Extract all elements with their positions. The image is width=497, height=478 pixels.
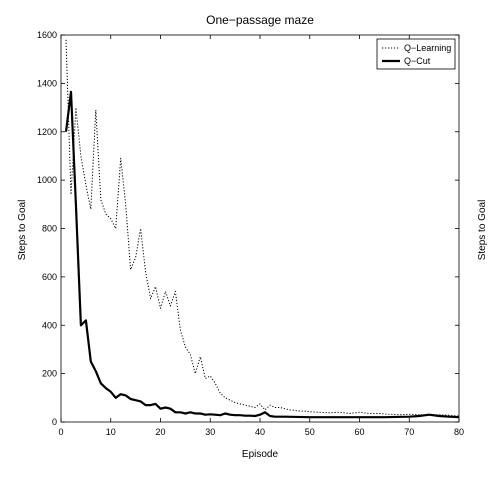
x-tick-label: 0	[58, 427, 63, 437]
x-tick-label: 50	[305, 427, 315, 437]
plot-area	[60, 34, 460, 423]
x-tick-label: 80	[454, 427, 464, 437]
y-tick-label: 1000	[37, 175, 57, 185]
x-tick-label: 60	[354, 427, 364, 437]
series-line-q-cut	[64, 90, 460, 419]
x-axis-label: Episode	[242, 449, 279, 460]
axis-ticks: 0 10 20 30 40 50 60 70 8002004006008001000120014…	[37, 30, 464, 437]
series-line-q-learning	[65, 39, 460, 417]
y-tick-label: 1600	[37, 30, 57, 40]
legend: Q−Learning Q−Cut	[376, 38, 456, 70]
legend-label: Q−Cut	[404, 56, 431, 66]
y-tick-label: 600	[42, 272, 57, 282]
y-axis-label: Steps to Goal	[17, 200, 28, 261]
y-axis-label-right: Steps to Goal	[477, 200, 488, 261]
y-tick-label: 1200	[37, 127, 57, 137]
x-tick-label: 10	[106, 427, 116, 437]
series-group	[64, 39, 460, 419]
y-tick-label: 800	[42, 224, 57, 234]
x-tick-label: 20	[155, 427, 165, 437]
legend-label: Q−Learning	[404, 43, 451, 53]
x-tick-label: 40	[255, 427, 265, 437]
y-tick-label: 0	[52, 417, 57, 427]
y-tick-label: 400	[42, 320, 57, 330]
x-tick-label: 70	[404, 427, 414, 437]
legend-box	[376, 38, 456, 70]
x-tick-label: 30	[205, 427, 215, 437]
chart-title: One−passage maze	[206, 13, 314, 27]
y-tick-label: 200	[42, 369, 57, 379]
y-tick-label: 1400	[37, 78, 57, 88]
